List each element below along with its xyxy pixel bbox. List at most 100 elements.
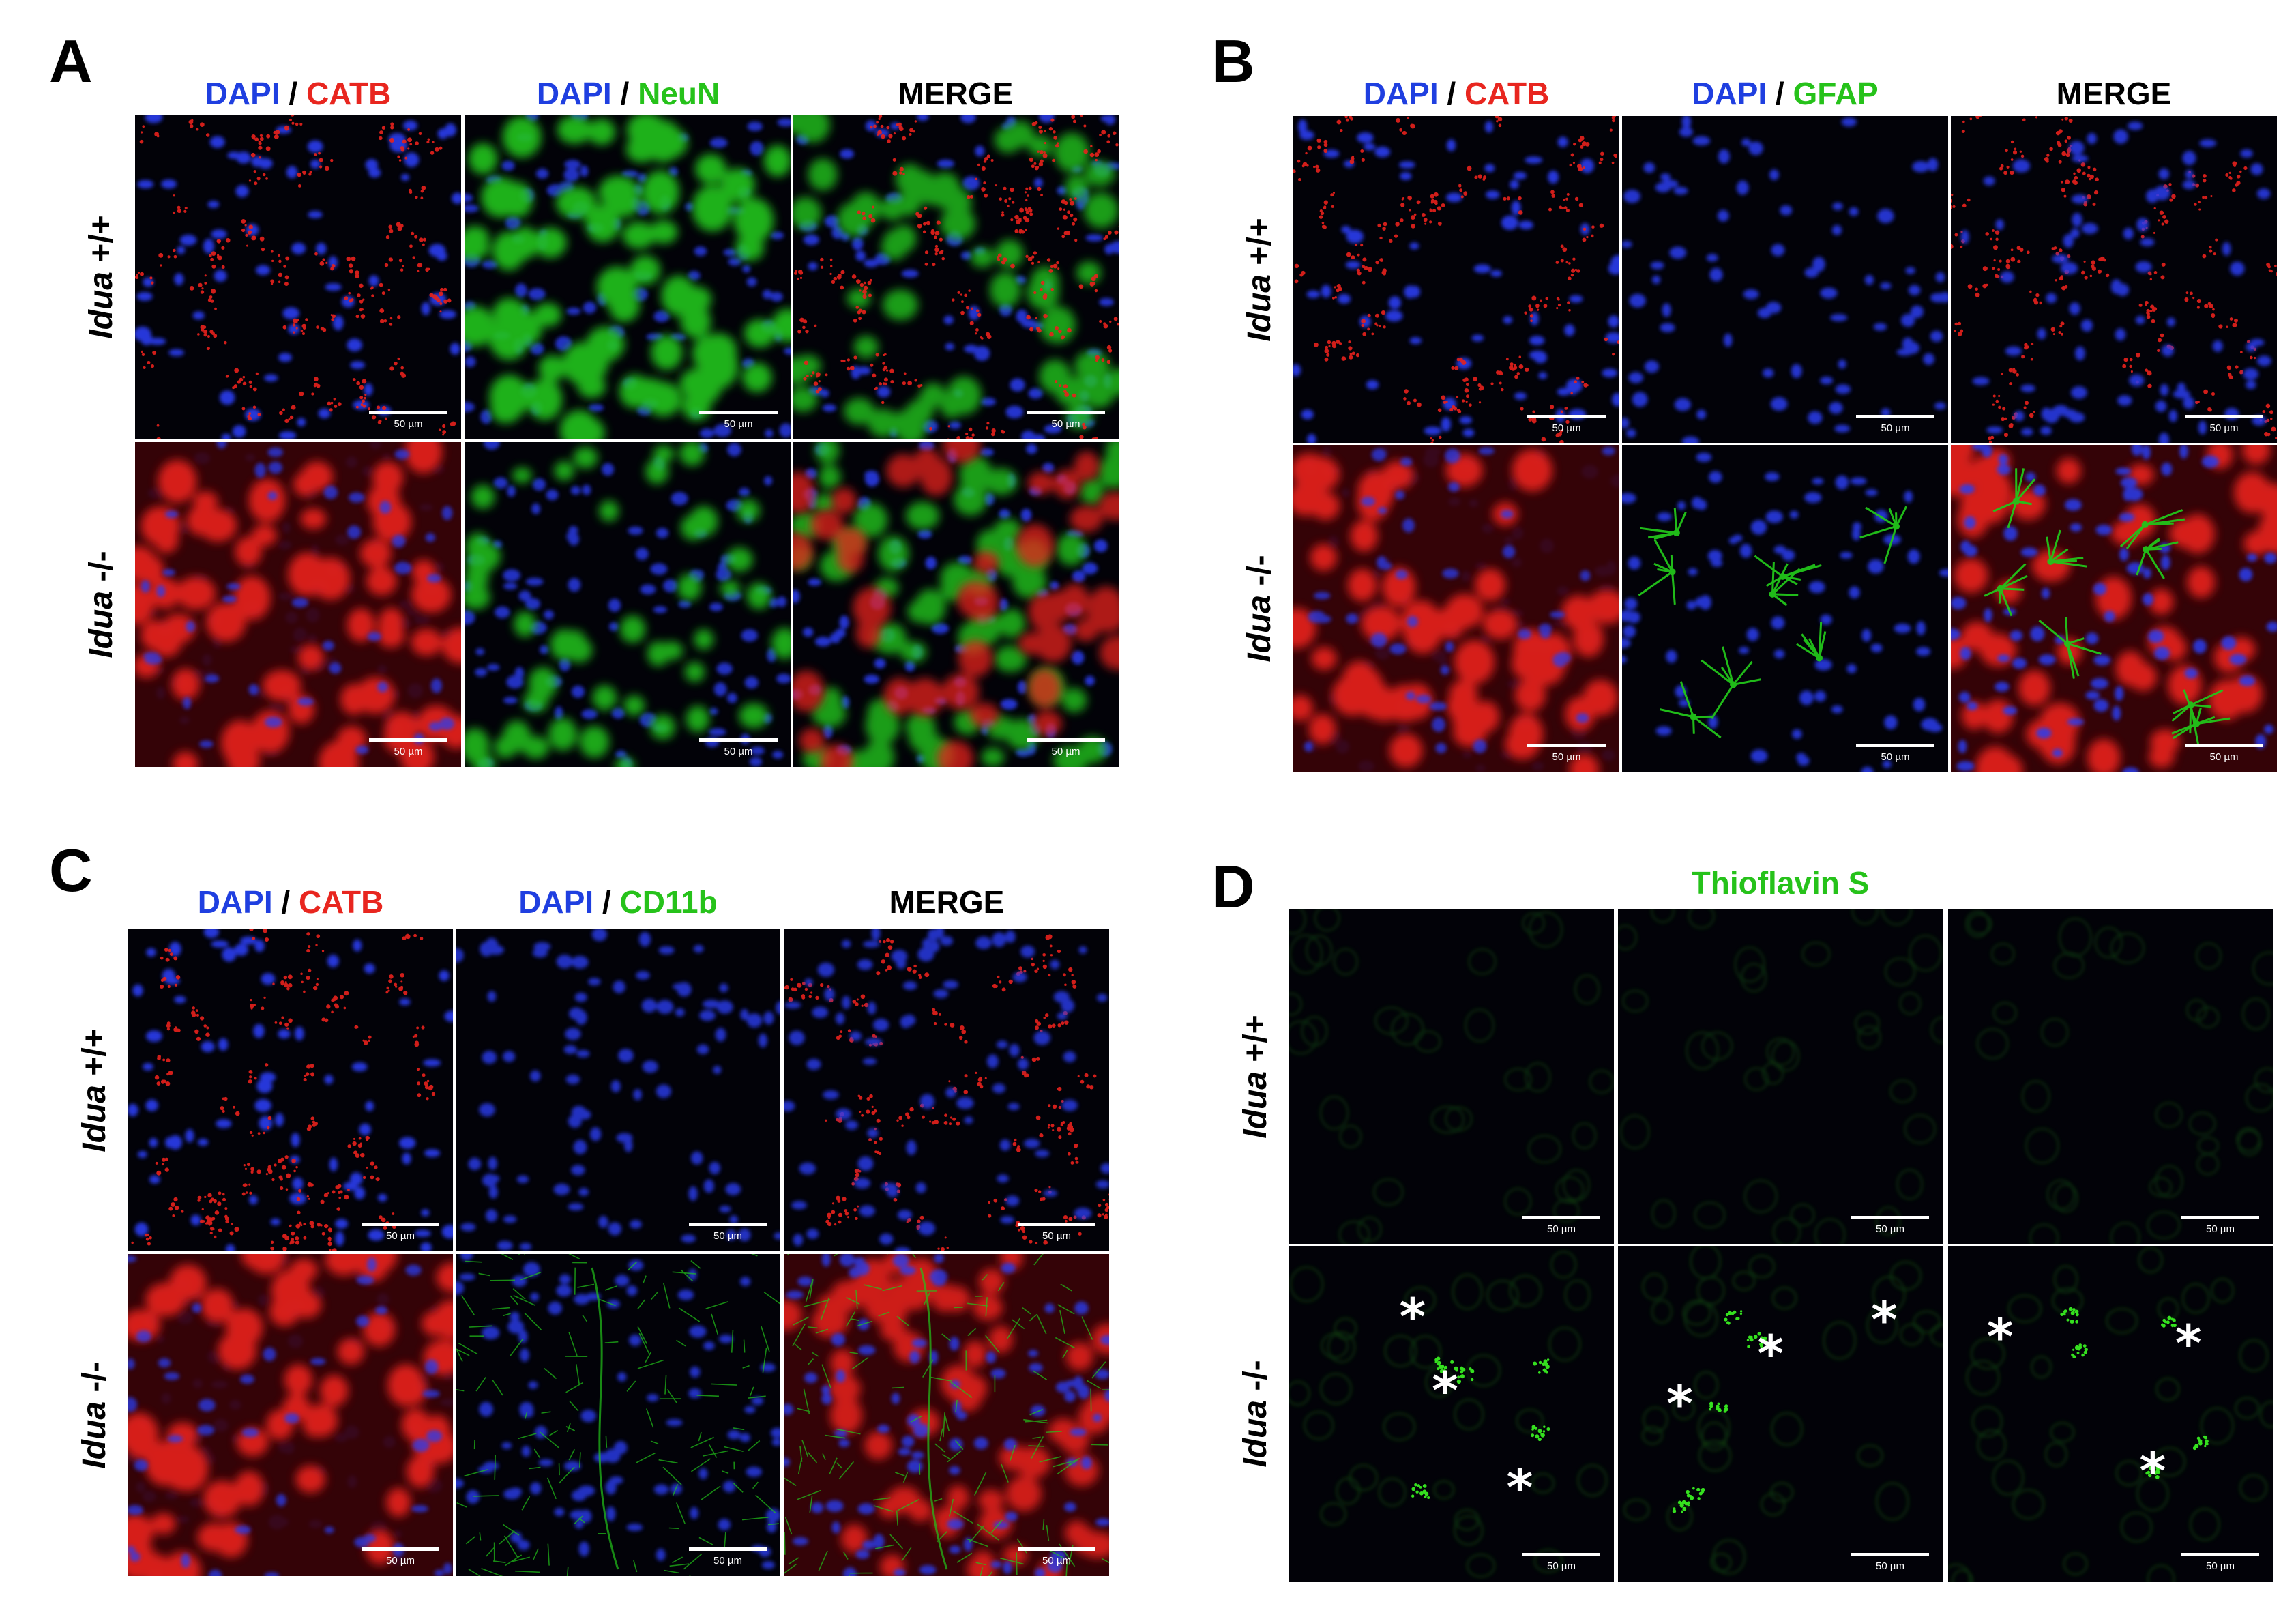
micrograph-tile: 50 µm bbox=[1622, 445, 1948, 772]
scale-bar-label: 50 µm bbox=[1547, 1560, 1576, 1572]
micrograph-tile: 50 µm bbox=[128, 929, 453, 1251]
scale-bar bbox=[362, 1223, 439, 1226]
column-label-part: / bbox=[612, 76, 638, 111]
scale-bar bbox=[699, 738, 778, 742]
scale-bar bbox=[1856, 415, 1934, 418]
column-label: MERGE bbox=[898, 76, 1014, 111]
column-label-part: CATB bbox=[299, 884, 383, 920]
micrograph-tile: 50 µm bbox=[1618, 909, 1943, 1244]
micrograph-tile: 50 µm*** bbox=[1289, 1246, 1614, 1582]
panel-d: D Thioflavin S Idua +/+ 50 µm 50 µm 50 µm Idua… bbox=[1211, 853, 2273, 1582]
column-label-part: CATB bbox=[306, 76, 391, 111]
column-label-part: DAPI bbox=[537, 76, 612, 111]
tile-background bbox=[135, 115, 461, 439]
figure-root: A DAPI / CATB DAPI / NeuN MERGE Idua +/+ 50 µ… bbox=[49, 27, 2277, 1582]
row-label: Idua -/- bbox=[76, 1361, 113, 1468]
scale-bar bbox=[2181, 1553, 2259, 1556]
scale-bar bbox=[369, 738, 447, 742]
tile-content bbox=[135, 115, 461, 439]
scale-bar bbox=[689, 1223, 767, 1226]
tile-content bbox=[1618, 909, 1943, 1244]
neun-cells bbox=[465, 115, 791, 439]
catb-puncta bbox=[784, 934, 1109, 1251]
scale-bar bbox=[1522, 1216, 1600, 1219]
tile-background bbox=[1951, 116, 2277, 443]
genotype-suffix: -/- bbox=[1241, 555, 1278, 595]
tile-content bbox=[1622, 452, 1948, 772]
scale-bar-label: 50 µm bbox=[1042, 1230, 1071, 1242]
column-label-part: / bbox=[1767, 76, 1793, 111]
genotype-name: Idua bbox=[83, 272, 119, 339]
scale-bar bbox=[1018, 1547, 1095, 1551]
asterisk-marker: * bbox=[2175, 1315, 2202, 1373]
genotype-suffix: +/+ bbox=[1241, 218, 1278, 274]
tile-content bbox=[456, 929, 780, 1251]
thioflavin-cells bbox=[1289, 909, 1614, 1244]
panel-letter: A bbox=[49, 27, 93, 95]
tile-content bbox=[1289, 909, 1614, 1244]
scale-bar-label: 50 µm bbox=[386, 1555, 415, 1567]
micrograph-tile: 50 µm bbox=[135, 115, 461, 439]
asterisk-marker: * bbox=[1987, 1308, 2014, 1367]
micrograph-tile: 50 µm bbox=[1951, 445, 2277, 772]
asterisk-marker: * bbox=[2140, 1442, 2166, 1501]
scale-bar bbox=[699, 411, 778, 414]
column-label-part: / bbox=[280, 76, 306, 111]
dapi-nuclei bbox=[784, 929, 1109, 1251]
tile-content bbox=[793, 442, 1119, 767]
neun-cells bbox=[465, 442, 791, 767]
scale-bar bbox=[1018, 1223, 1095, 1226]
scale-bar bbox=[1851, 1216, 1929, 1219]
scale-bar-label: 50 µm bbox=[1552, 422, 1581, 434]
tile-content bbox=[128, 1254, 453, 1576]
scale-bar-label: 50 µm bbox=[1042, 1555, 1071, 1567]
micrograph-tile: 50 µm bbox=[1293, 116, 1619, 443]
tile-background bbox=[1622, 445, 1948, 772]
tile-background bbox=[1948, 909, 2273, 1244]
column-label-part: DAPI bbox=[198, 884, 273, 920]
tile-background bbox=[1622, 116, 1948, 443]
column-label: DAPI / CD11b bbox=[518, 884, 717, 920]
tile-background bbox=[1948, 1246, 2273, 1582]
genotype-suffix: -/- bbox=[83, 551, 119, 591]
micrograph-tile: 50 µm bbox=[128, 1254, 453, 1576]
tile-content bbox=[456, 1254, 780, 1576]
scale-bar bbox=[1027, 411, 1105, 414]
row-label: Idua -/- bbox=[1237, 1360, 1274, 1467]
panel-letter: C bbox=[49, 836, 93, 904]
dapi-nuclei bbox=[1304, 446, 1615, 753]
micrograph-tile: 50 µm*** bbox=[1618, 1246, 1943, 1582]
column-label-part: CD11b bbox=[620, 884, 718, 920]
column-label-part: / bbox=[273, 884, 299, 920]
catb-cells bbox=[793, 442, 1119, 767]
thioflavin-inclusions bbox=[1411, 1356, 1550, 1499]
column-label: DAPI / GFAP bbox=[1692, 76, 1879, 111]
gfap-astrocytes bbox=[1638, 506, 1908, 739]
tile-content bbox=[1293, 116, 1619, 443]
micrograph-tile: 50 µm bbox=[1289, 909, 1614, 1244]
row-label: Idua +/+ bbox=[76, 1028, 113, 1152]
genotype-name: Idua bbox=[1237, 1071, 1274, 1139]
thioflavin-inclusions bbox=[1672, 1310, 1767, 1513]
dapi-nuclei bbox=[128, 929, 453, 1251]
thioflavin-cells bbox=[1618, 909, 1943, 1244]
catb-cells bbox=[135, 442, 461, 767]
tile-content bbox=[1965, 910, 2273, 1244]
asterisk-marker: * bbox=[1432, 1362, 1458, 1421]
genotype-name: Idua bbox=[1237, 1400, 1274, 1468]
column-label-part: MERGE bbox=[2057, 76, 2172, 111]
micrograph-tile: 50 µm bbox=[456, 1254, 780, 1576]
scale-bar-label: 50 µm bbox=[724, 746, 753, 757]
column-label-part: NeuN bbox=[638, 76, 720, 111]
scale-bar-label: 50 µm bbox=[1881, 422, 1910, 434]
micrograph-tile: 50 µm bbox=[793, 115, 1119, 439]
catb-cells bbox=[1951, 445, 2277, 772]
tile-content bbox=[1951, 116, 2277, 443]
row-label: Idua +/+ bbox=[1241, 218, 1278, 341]
scale-bar bbox=[362, 1547, 439, 1551]
genotype-name: Idua bbox=[1241, 274, 1278, 342]
scale-bar bbox=[1522, 1553, 1600, 1556]
genotype-suffix: -/- bbox=[1237, 1360, 1274, 1400]
micrograph-tile: 50 µm bbox=[1948, 909, 2273, 1244]
